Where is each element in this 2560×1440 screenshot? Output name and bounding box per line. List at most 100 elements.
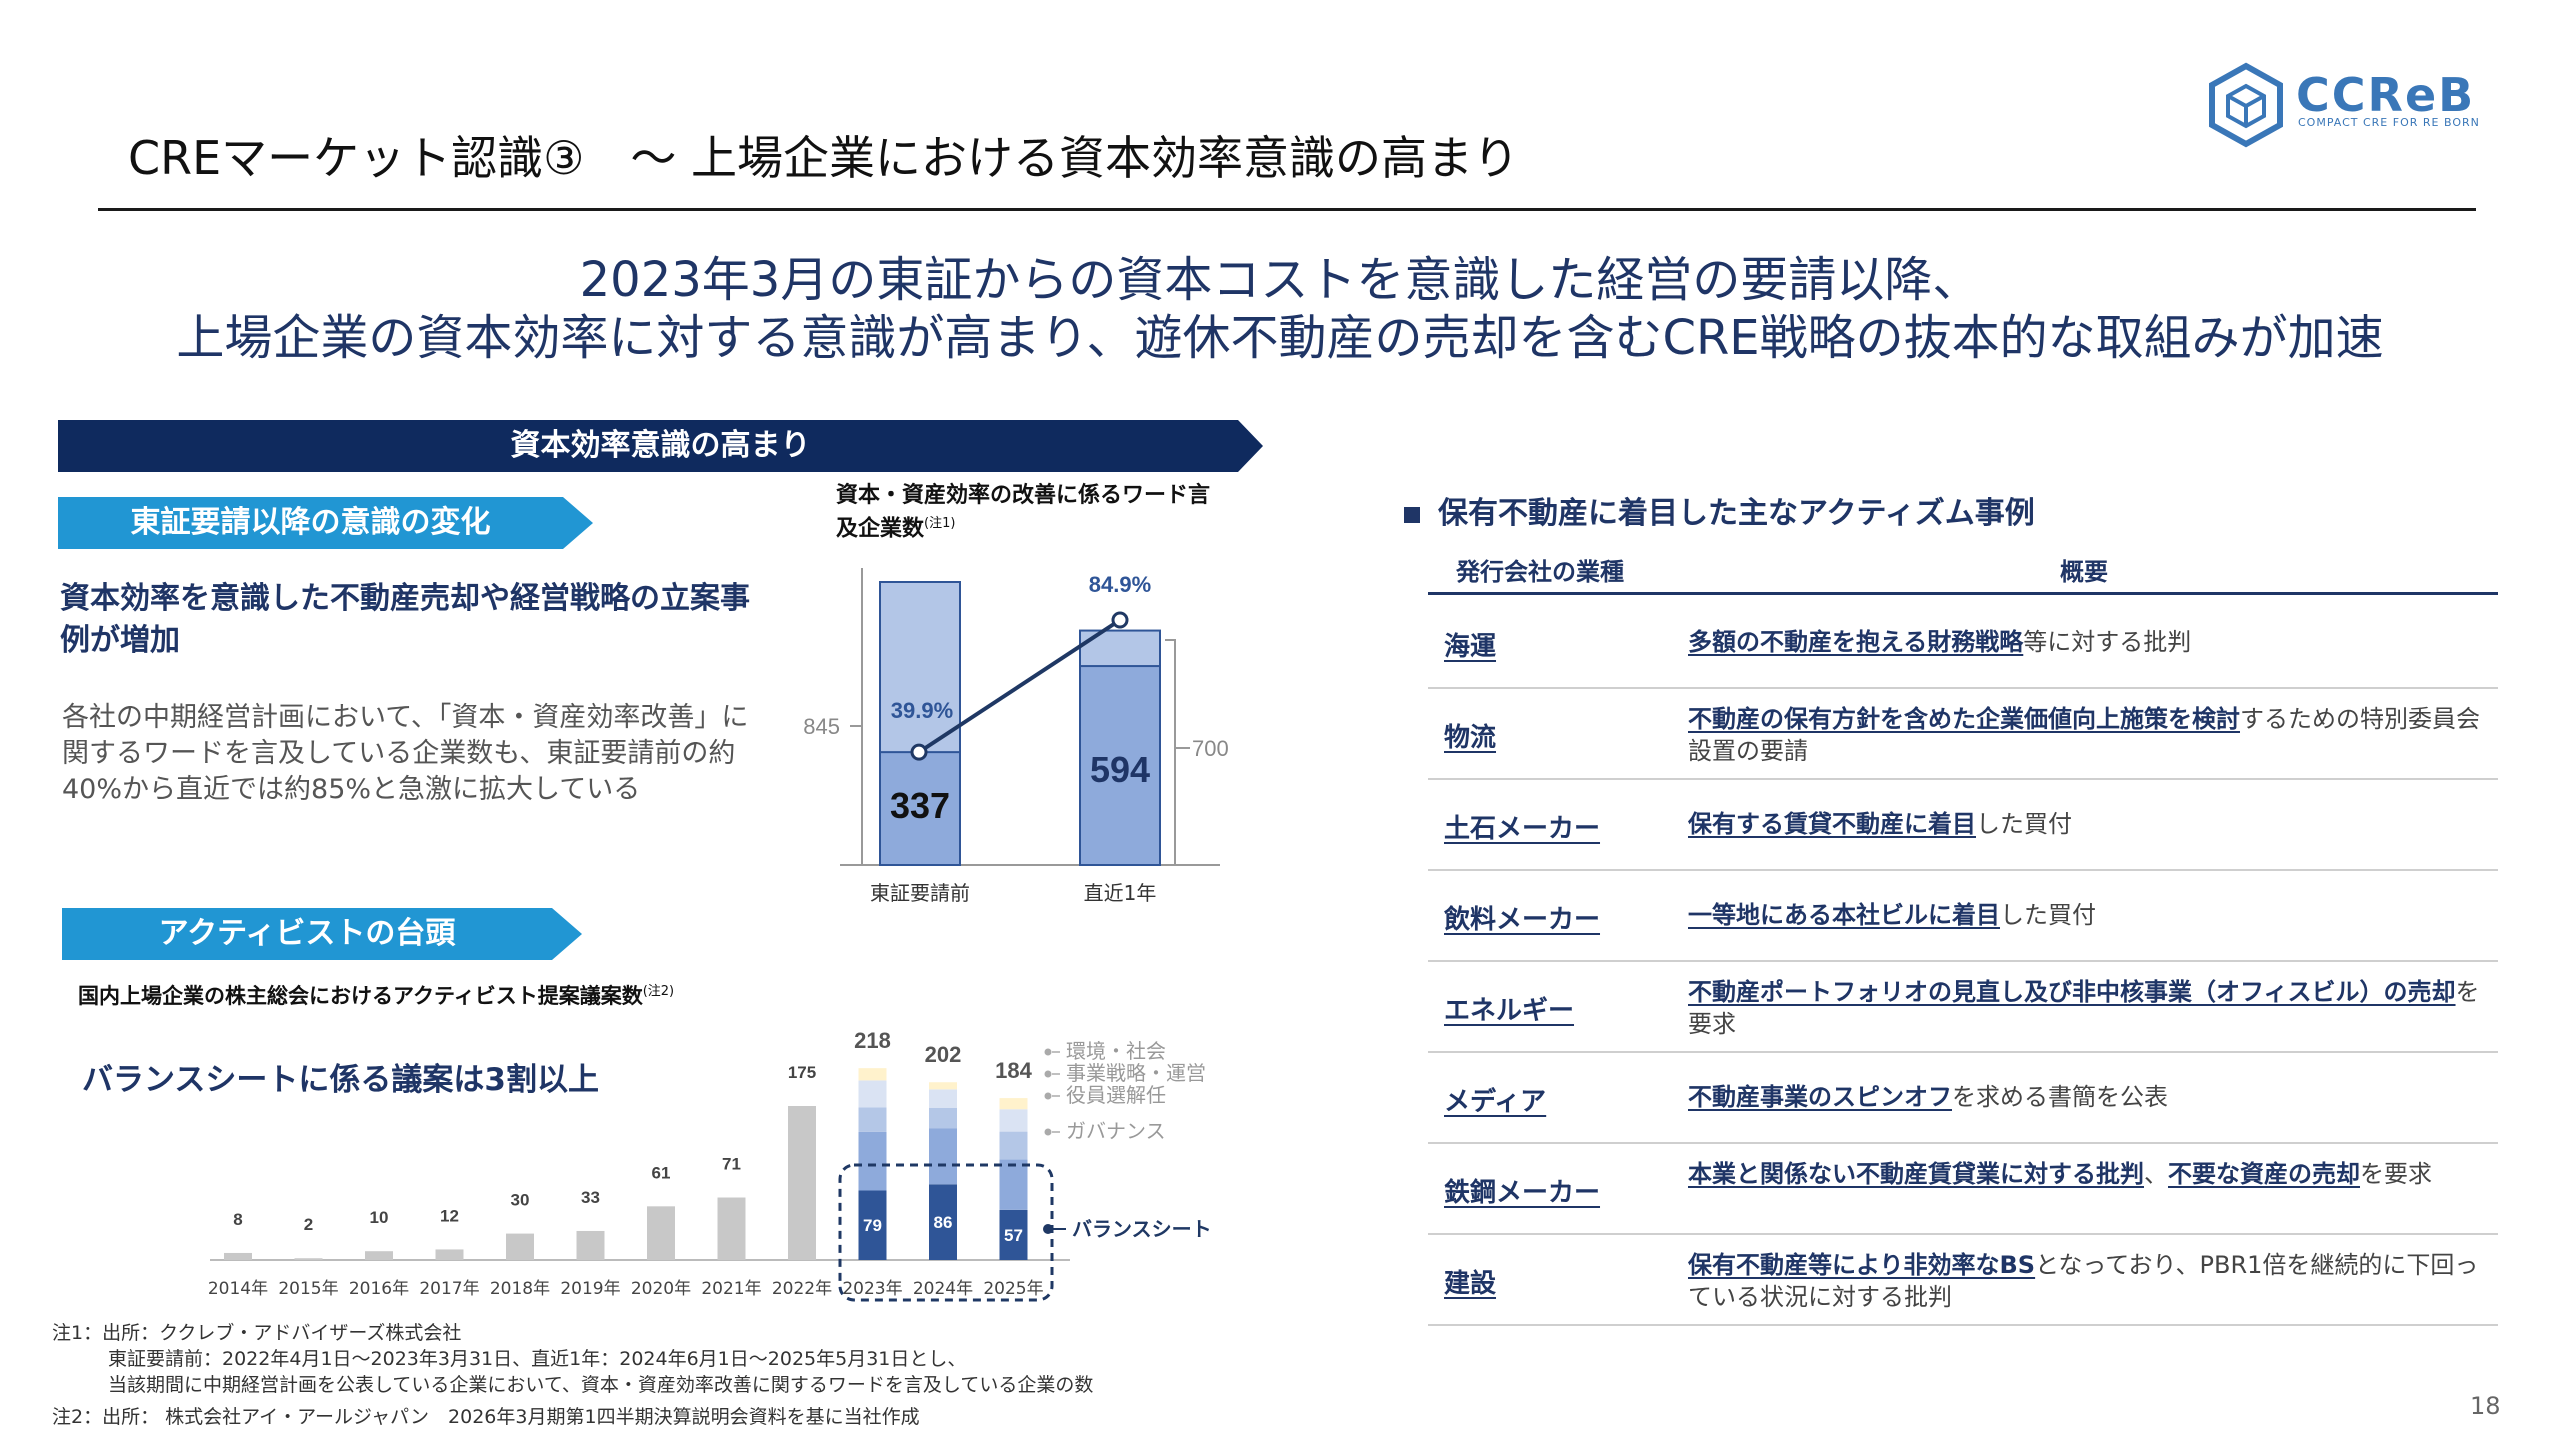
chart2-category-4: 2018年 [490, 1279, 550, 1299]
summary-cell: 保有する賃貸不動産に着目した買付 [1688, 808, 2488, 840]
chart2-bar-segment-10-1 [929, 1107, 957, 1129]
chart2-bar-6 [647, 1206, 675, 1260]
note-1-source: 注1：出所：ククレブ・アドバイザーズ株式会社 [52, 1322, 462, 1344]
summary-highlight: 多額の不動産を抱える財務戦略 [1688, 628, 2024, 656]
summary-rest: するための特別委員会設置の要請 [1688, 705, 2480, 765]
chart1-category-0: 東証要請前 [870, 881, 970, 905]
summary-rest: した買付 [1976, 810, 2072, 838]
tag-shape-2 [62, 908, 582, 960]
chart2-category-1: 2015年 [278, 1279, 338, 1299]
row-divider [1428, 687, 2498, 689]
chart2-bar-segment-11-0 [999, 1159, 1028, 1210]
chart1-percent-label-1: 84.9% [1089, 572, 1151, 597]
chart2-category-8: 2022年 [772, 1279, 832, 1299]
chart2-total-label-9: 218 [854, 1028, 891, 1053]
chart2-bar-balance-sheet-9 [858, 1190, 887, 1260]
industry-cell: メディア [1444, 1087, 1547, 1117]
chart2-category-3: 2017年 [419, 1279, 479, 1299]
chart2-bar-segment-9-1 [858, 1107, 887, 1132]
chart2-category-7: 2021年 [701, 1279, 761, 1299]
row-divider [1428, 960, 2498, 962]
summary-highlight: 保有する賃貸不動産に着目 [1688, 810, 1976, 838]
chart2-bar-2 [365, 1251, 393, 1260]
row-divider [1428, 1051, 2498, 1053]
chart2-total-label-7: 71 [722, 1155, 741, 1174]
industry-cell: 飲料メーカー [1444, 905, 1601, 935]
chart1-svg: 845 700 39.9% 84.9% 337 594 東証要請前 直近1年 [803, 568, 1229, 905]
page-title: CREマーケット認識③ ～ 上場企業における資本効率意識の高まり [128, 131, 1520, 185]
industry-cell: 土石メーカー [1444, 814, 1601, 844]
summary-rest: 等に対する批判 [2023, 628, 2192, 656]
chart2-total-label-6: 61 [652, 1163, 671, 1182]
chart2-bar-5 [576, 1230, 605, 1260]
note-1-period: 東証要請前：2022年4月1日～2023年3月31日、直近1年：2024年6月1… [108, 1348, 967, 1370]
body-paragraph: 各社の中期経営計画において、「資本・資産効率改善」に関するワードを言及している企… [62, 702, 749, 805]
balance-sheet-emphasis: バランスシートに係る議案は3割以上 [82, 1062, 599, 1098]
chart2-category-9: 2023年 [842, 1279, 902, 1299]
chart2-bar-segment-11-2 [999, 1109, 1028, 1132]
balance-sheet-highlight-box [838, 1163, 1054, 1302]
row-divider [1428, 1233, 2498, 1235]
summary-rest: した買付 [2000, 901, 2096, 929]
chart1-point-1 [1111, 611, 1129, 629]
chart2-category-2: 2016年 [349, 1279, 409, 1299]
title-divider [98, 208, 2476, 211]
page-number: 18 [2470, 1392, 2501, 1420]
row-divider [1428, 1142, 2498, 1144]
industry-cell: 海運 [1444, 632, 1497, 662]
ccreb-logo-icon [2209, 62, 2283, 148]
summary-separator: 、 [2144, 1160, 2168, 1188]
chart1-total-label-0: 845 [803, 714, 840, 739]
legend-label-balance-sheet: バランスシート [1072, 1217, 1212, 1241]
chart2-total-label-11: 184 [995, 1058, 1032, 1083]
tag-shape-1 [58, 497, 593, 549]
summary-rest: を要求 [2360, 1160, 2432, 1188]
summary-highlight: 本業と関係ない不動産賃貸業に対する批判 [1688, 1160, 2144, 1188]
chart1-value-bar-1 [1079, 665, 1161, 866]
legend-dot-balance-sheet [1043, 1224, 1053, 1234]
chart2-bar-segment-11-1 [999, 1131, 1028, 1160]
section-banner-shape [58, 420, 1263, 472]
summary-rest: を求める書簡を公表 [1952, 1083, 2168, 1111]
chart2-bar-balance-sheet-11 [999, 1209, 1028, 1260]
chart2-bar-segment-9-2 [858, 1080, 887, 1108]
row-divider [1428, 1324, 2498, 1326]
chart2-category-5: 2019年 [560, 1279, 620, 1299]
industry-cell: 物流 [1444, 723, 1497, 753]
chart1-percent-line [917, 618, 1122, 754]
logo-wordmark: CCReB [2296, 68, 2476, 122]
square-bullet-icon [1404, 506, 1420, 523]
chart2-title: 国内上場企業の株主総会におけるアクティビスト提案議案数(注2) [78, 984, 675, 1008]
chart2-bar-1 [294, 1258, 323, 1260]
legend-dot-3 [1044, 1128, 1052, 1136]
chart2-category-11: 2025年 [983, 1279, 1043, 1299]
chart2-bar-segment-9-3 [858, 1068, 887, 1081]
legend-label-0: 環境・社会 [1066, 1039, 1166, 1063]
chart2-bar-segment-10-2 [929, 1089, 957, 1108]
section-banner: 資本効率意識の高まり [510, 428, 811, 463]
chart1-point-0 [910, 743, 928, 761]
chart2-total-label-0: 8 [233, 1210, 242, 1229]
chart2-category-0: 2014年 [208, 1279, 268, 1299]
industry-cell: 鉄鋼メーカー [1444, 1178, 1601, 1208]
table-heading: 保有不動産に着目した主なアクティズム事例 [1404, 488, 2035, 532]
chart2-total-label-2: 10 [370, 1208, 389, 1227]
chart2-bar-3 [435, 1249, 464, 1260]
chart1-percent-label-0: 39.9% [891, 698, 953, 723]
summary-highlight: 不動産事業のスピンオフ [1688, 1083, 1952, 1111]
note-1-definition: 当該期間に中期経営計画を公表している企業において、資本・資産効率改善に関するワー… [108, 1374, 1094, 1396]
note-2-source: 注2：出所： 株式会社アイ・アールジャパン 2026年3月期第1四半期決算説明会… [52, 1406, 920, 1428]
table-header-rule [1428, 592, 2498, 595]
chart1-total-label-1: 700 [1192, 736, 1229, 761]
legend-dot-2 [1044, 1092, 1052, 1100]
summary-cell: 不動産ポートフォリオの見直し及び非中核事業（オフィスビル）の売却を要求 [1688, 976, 2488, 1040]
industry-cell: エネルギー [1444, 996, 1575, 1026]
summary-cell: 一等地にある本社ビルに着目した買付 [1688, 899, 2488, 931]
summary-rest: となっており、PBR1倍を継続的に下回っている状況に対する批判 [1688, 1251, 2479, 1311]
chart2-bar-7 [717, 1197, 746, 1260]
chart2-balance-sheet-label-11: 57 [1004, 1226, 1023, 1245]
chart1-value-label-0: 337 [890, 785, 950, 826]
chart2-total-label-10: 202 [925, 1042, 962, 1067]
chart2-total-label-1: 2 [304, 1215, 313, 1234]
chart2-category-6: 2020年 [631, 1279, 691, 1299]
